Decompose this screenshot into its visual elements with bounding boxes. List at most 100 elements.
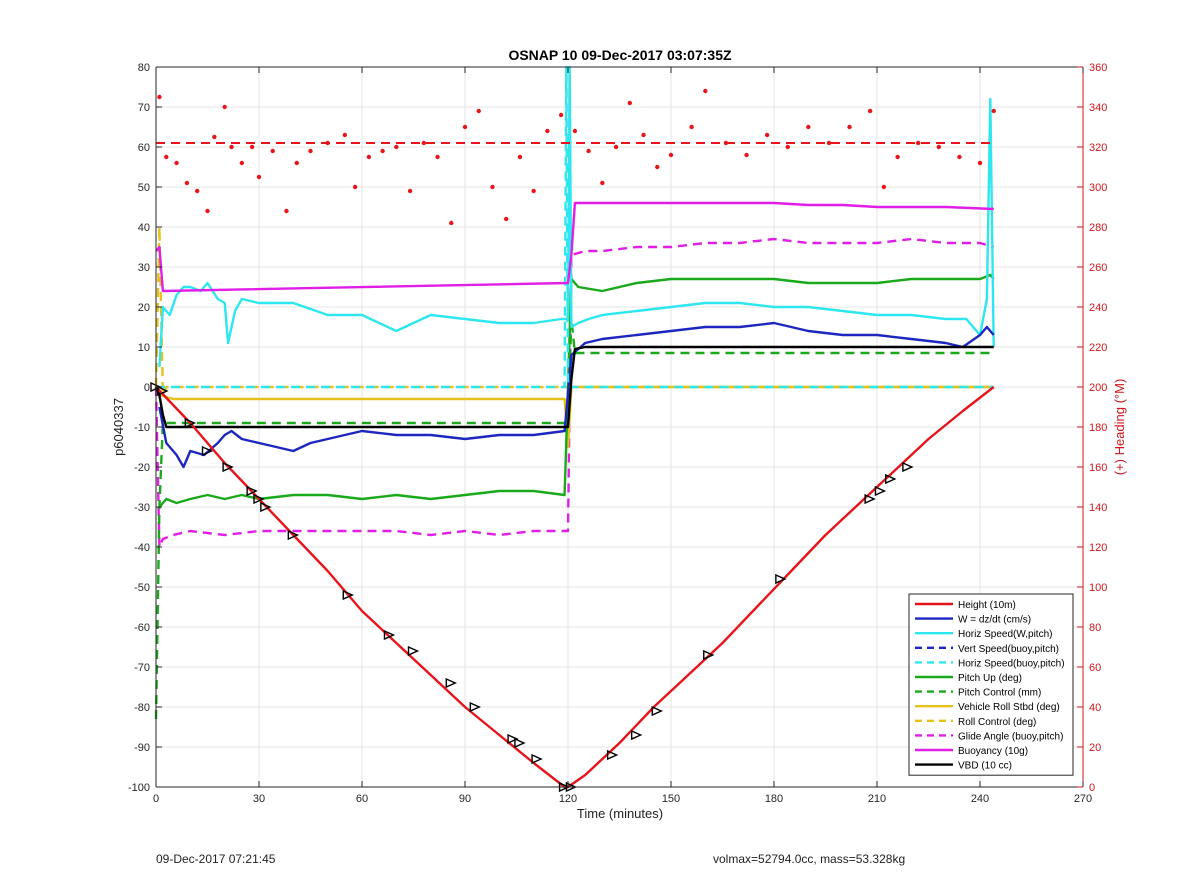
x-tick-label: 180 <box>765 793 783 805</box>
series-roll-control-deg <box>154 225 994 397</box>
profile-marker <box>246 485 258 497</box>
profile-marker <box>864 493 876 505</box>
legend-entry: Horiz Speed(W,pitch) <box>958 629 1052 640</box>
x-axis-label: Time (minutes) <box>577 806 663 821</box>
legend-entry: Vert Speed(buoy,pitch) <box>958 644 1059 655</box>
legend-entry: Pitch Up (deg) <box>958 673 1022 684</box>
y-axis-label-right: (+) Heading (°M) <box>1112 379 1127 476</box>
heading-point <box>490 184 495 190</box>
profile-marker <box>222 461 234 473</box>
profile-marker <box>469 701 482 713</box>
legend-entry: Roll Control (deg) <box>958 717 1036 728</box>
heading-point <box>164 154 169 160</box>
heading-point <box>325 140 330 146</box>
heading-point <box>613 144 619 150</box>
y-tick-label-left: -50 <box>134 582 150 594</box>
y-tick-label-right: 40 <box>1089 702 1101 714</box>
profile-marker <box>514 737 526 749</box>
y-tick-label-right: 20 <box>1089 742 1101 754</box>
profile-marker <box>383 629 396 641</box>
series-pitch-up-deg <box>158 273 995 508</box>
y-tick-label-left: -100 <box>128 782 150 794</box>
y-tick-label-right: 200 <box>1089 382 1107 394</box>
heading-point <box>531 188 536 194</box>
y-tick-label-left: 70 <box>138 102 150 114</box>
profile-marker <box>342 589 354 601</box>
x-tick-label: 210 <box>868 793 886 805</box>
heading-point <box>867 108 873 114</box>
heading-point <box>504 216 509 222</box>
chart-title: OSNAP 10 09-Dec-2017 03:07:35Z <box>508 47 732 63</box>
heading-point <box>826 140 832 146</box>
legend-entry: Buoyancy (10g) <box>958 746 1028 757</box>
heading-point <box>174 160 179 166</box>
y-tick-label-right: 180 <box>1089 422 1107 434</box>
profile-marker <box>201 445 214 457</box>
heading-point <box>764 132 770 138</box>
heading-point <box>977 160 983 166</box>
profile-marker <box>157 385 169 397</box>
heading-point <box>936 144 941 150</box>
heading-point <box>184 180 190 186</box>
profile-marker <box>507 733 519 745</box>
heading-point <box>380 148 385 154</box>
heading-point <box>895 154 900 160</box>
profile-marker <box>445 677 457 689</box>
heading-point <box>627 100 632 106</box>
heading-point <box>195 188 200 194</box>
legend-entry: Height (10m) <box>958 600 1016 611</box>
profile-marker <box>775 573 787 585</box>
heading-point <box>545 128 550 134</box>
heading-point <box>916 140 921 146</box>
series-horiz-speed-w-pitch <box>158 65 995 368</box>
series-vehicle-roll-stbd-deg <box>159 385 994 449</box>
profile-marker <box>287 529 300 541</box>
heading-point <box>806 124 811 130</box>
y-tick-label-right: 340 <box>1089 102 1107 114</box>
heading-point <box>449 220 454 226</box>
heading-point <box>421 140 426 146</box>
heading-point <box>249 144 255 150</box>
y-tick-label-right: 140 <box>1089 502 1107 514</box>
heading-point <box>284 208 289 214</box>
heading-point <box>212 134 217 140</box>
heading-point <box>308 148 313 154</box>
profile-marker <box>874 485 887 497</box>
heading-point <box>157 94 162 100</box>
y-tick-label-left: -70 <box>134 662 150 674</box>
y-tick-label-right: 300 <box>1089 182 1107 194</box>
heading-point <box>256 174 262 180</box>
y-tick-label-left: -60 <box>134 622 150 634</box>
legend-entry: W = dz/dt (cm/s) <box>958 615 1031 626</box>
heading-point <box>847 124 852 130</box>
heading-point <box>462 124 468 130</box>
heading-point <box>744 152 749 158</box>
heading-point <box>222 104 227 110</box>
heading-point <box>270 148 275 154</box>
y-tick-label-left: 80 <box>138 62 150 74</box>
x-tick-label: 150 <box>662 793 680 805</box>
heading-point <box>294 160 299 166</box>
profile-marker <box>651 705 663 717</box>
series-w-dz-dt-cm-s <box>158 321 995 469</box>
heading-point <box>435 154 440 160</box>
y-tick-label-right: 260 <box>1089 262 1107 274</box>
heading-point <box>558 112 564 118</box>
heading-point <box>586 148 591 154</box>
y-tick-label-left: 10 <box>138 342 150 354</box>
legend-box <box>908 593 1074 776</box>
y-tick-label-left: -10 <box>134 422 150 434</box>
heading-point <box>991 108 996 114</box>
y-tick-label-right: 60 <box>1089 662 1101 674</box>
y-tick-label-right: 120 <box>1089 542 1107 554</box>
legend-entry: Horiz Speed(buoy,pitch) <box>958 658 1065 669</box>
profile-marker <box>902 461 914 473</box>
y-tick-label-left: -30 <box>134 502 150 514</box>
x-tick-label: 90 <box>459 793 471 805</box>
series-buoyancy-10g <box>155 201 994 293</box>
y-tick-label-left: -90 <box>134 742 150 754</box>
heading-point <box>205 208 210 214</box>
profile-marker <box>531 753 543 765</box>
profile-marker <box>253 493 265 505</box>
heading-point <box>239 160 245 166</box>
